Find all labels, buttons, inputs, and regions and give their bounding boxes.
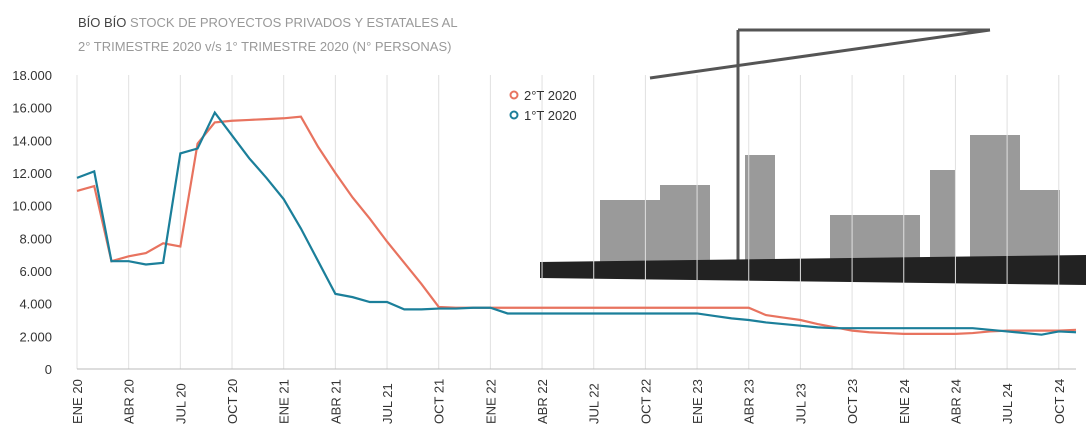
x-tick-label: ENE 20	[70, 379, 85, 424]
x-tick-label: OCT 22	[638, 379, 653, 424]
legend-marker	[511, 112, 518, 119]
y-tick-label: 6.000	[19, 264, 52, 279]
y-tick-label: 2.000	[19, 329, 52, 344]
x-tick-label: ENE 24	[897, 379, 912, 424]
y-tick-label: 10.000	[12, 199, 52, 214]
y-tick-label: 14.000	[12, 133, 52, 148]
x-tick-label: ENE 23	[690, 379, 705, 424]
illustration	[600, 135, 1060, 270]
chart-subtitle: 2° TRIMESTRE 2020 v/s 1° TRIMESTRE 2020 …	[78, 39, 451, 54]
x-tick-label: JUL 21	[380, 383, 395, 424]
y-tick-label: 16.000	[12, 101, 52, 116]
series-line	[77, 113, 1076, 335]
x-tick-label: ENE 21	[277, 379, 292, 424]
legend-marker	[511, 92, 518, 99]
series-line	[77, 117, 1076, 334]
title-text: STOCK DE PROYECTOS PRIVADOS Y ESTATALES …	[130, 15, 458, 30]
x-tick-label: OCT 23	[845, 379, 860, 424]
x-tick-label: OCT 21	[432, 379, 447, 424]
x-tick-label: JUL 22	[587, 383, 602, 424]
chart-title: BÍO BÍO STOCK DE PROYECTOS PRIVADOS Y ES…	[78, 15, 458, 30]
legend-label: 2°T 2020	[524, 88, 577, 103]
x-tick-label: ABR 21	[328, 379, 343, 424]
title-region: BÍO BÍO	[78, 15, 126, 30]
x-tick-label: ENE 22	[483, 379, 498, 424]
x-tick-label: ABR 23	[742, 379, 757, 424]
x-tick-label: OCT 24	[1052, 379, 1067, 424]
x-tick-label: ABR 22	[535, 379, 550, 424]
y-tick-label: 4.000	[19, 297, 52, 312]
x-tick-label: JUL 20	[173, 383, 188, 424]
x-tick-label: JUL 24	[1000, 383, 1015, 424]
y-tick-label: 0	[45, 362, 52, 377]
chart: BÍO BÍO STOCK DE PROYECTOS PRIVADOS Y ES…	[0, 0, 1086, 427]
x-tick-label: ABR 24	[948, 379, 963, 424]
y-tick-label: 12.000	[12, 166, 52, 181]
x-tick-label: JUL 23	[793, 383, 808, 424]
y-tick-label: 18.000	[12, 68, 52, 83]
x-tick-label: ABR 20	[122, 379, 137, 424]
legend-label: 1°T 2020	[524, 108, 577, 123]
y-tick-label: 8.000	[19, 231, 52, 246]
x-tick-label: OCT 20	[225, 379, 240, 424]
